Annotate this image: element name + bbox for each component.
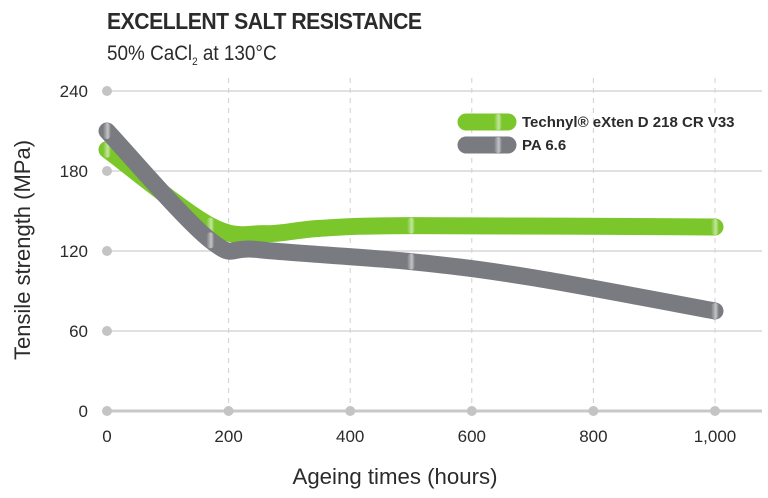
x-tick-label: 800 (579, 427, 607, 446)
y-tick-label: 180 (60, 162, 88, 181)
x-tick-label: 200 (214, 427, 242, 446)
legend-swatch-highlight (494, 137, 502, 153)
x-tick-label: 0 (102, 427, 111, 446)
data-point-marker (206, 232, 215, 249)
data-point-marker (103, 123, 111, 139)
x-tick-dot (588, 406, 599, 416)
data-point-marker (711, 219, 719, 235)
subtitle-rest: at 130°C (197, 42, 277, 65)
y-tick-label: 0 (79, 402, 88, 421)
y-axis-label: Tensile strength (MPa) (10, 140, 35, 360)
x-tick-dot (466, 406, 477, 416)
y-tick-label: 60 (69, 322, 88, 341)
legend-label: Technyl® eXten D 218 CR V33 (522, 114, 735, 131)
legend-label: PA 6.6 (522, 137, 566, 154)
legend-swatch-highlight (494, 114, 502, 130)
chart-title: EXCELLENT SALT RESISTANCE (107, 8, 422, 34)
y-tick-dot (102, 166, 112, 176)
chart-subtitle: 50% CaCl2 at 130°C (107, 42, 277, 68)
data-point-marker (711, 303, 719, 319)
subtitle-main: 50% CaCl (107, 42, 193, 65)
subtitle-subscript: 2 (192, 56, 198, 69)
x-tick-dot (345, 406, 356, 416)
y-tick-label: 120 (60, 242, 88, 261)
y-tick-dot (102, 86, 112, 96)
data-point-marker (407, 253, 415, 270)
y-tick-dot (102, 406, 112, 416)
y-tick-label: 240 (60, 82, 88, 101)
y-tick-dot (102, 326, 112, 336)
x-tick-label: 1,000 (694, 427, 737, 446)
data-point-marker (407, 217, 415, 234)
y-tick-dot (102, 246, 112, 256)
x-tick-label: 400 (336, 427, 364, 446)
x-axis-label: Ageing times (hours) (293, 464, 498, 489)
x-tick-dot (223, 406, 234, 416)
x-tick-dot (710, 406, 720, 416)
x-tick-label: 600 (458, 427, 486, 446)
series-line-pa66 (98, 122, 724, 320)
